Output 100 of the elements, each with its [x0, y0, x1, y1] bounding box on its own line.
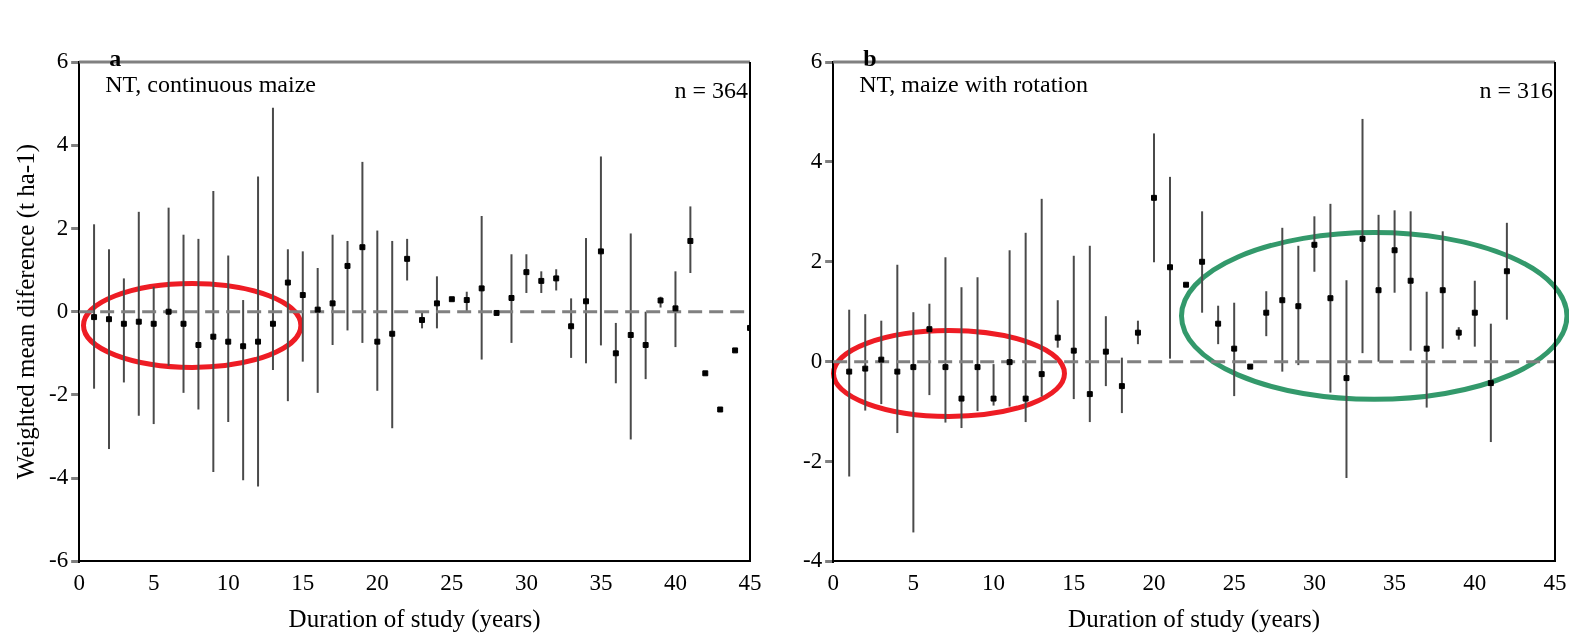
y-tick-label: -6	[48, 547, 69, 573]
point	[1423, 345, 1430, 352]
point	[508, 294, 515, 301]
point	[732, 347, 739, 354]
point	[1503, 268, 1510, 275]
point	[1439, 287, 1446, 294]
y-tick-label: 6	[810, 48, 823, 74]
annotation: n = 364	[674, 77, 748, 103]
point	[240, 343, 247, 350]
point	[448, 296, 455, 303]
point	[846, 368, 853, 375]
x-tick-label: 10	[982, 570, 1006, 596]
annotation: n = 316	[1479, 77, 1553, 103]
y-tick-label: -4	[48, 464, 69, 490]
x-tick-label: 15	[1062, 570, 1086, 596]
point	[359, 244, 366, 251]
point	[657, 297, 664, 304]
point	[642, 342, 649, 348]
x-tick-label: 0	[73, 570, 85, 596]
point	[926, 326, 933, 333]
x-tick-label: 25	[440, 570, 464, 596]
point	[878, 356, 885, 363]
chart-subtitle: NT, continuous maize	[105, 71, 316, 97]
point	[612, 350, 619, 357]
point	[419, 317, 426, 323]
x-tick-label: 5	[147, 570, 160, 596]
x-tick-label: 40	[663, 570, 687, 596]
point	[1086, 391, 1093, 398]
point	[1343, 375, 1350, 382]
point	[374, 338, 381, 345]
point	[255, 338, 262, 345]
x-tick-label: 5	[907, 570, 920, 596]
chart-title: b	[863, 45, 877, 71]
chart-title: a	[109, 45, 122, 71]
point	[299, 292, 306, 299]
point	[329, 300, 336, 307]
point	[990, 395, 997, 402]
point	[1231, 345, 1238, 352]
chart-subtitle: NT, maize with rotation	[859, 71, 1088, 97]
y-tick-label: 2	[810, 247, 823, 273]
point	[568, 323, 575, 330]
x-axis-title: Duration of study (years)	[1068, 604, 1321, 633]
y-tick-label: 4	[56, 131, 69, 157]
point	[106, 316, 112, 323]
y-tick-label: 4	[810, 147, 823, 173]
x-tick-label: 0	[827, 570, 839, 596]
x-tick-label: 15	[291, 570, 315, 596]
point	[344, 262, 351, 269]
point	[523, 269, 530, 276]
x-axis-title: Duration of study (years)	[288, 604, 541, 633]
point	[597, 248, 604, 255]
point	[478, 285, 485, 292]
point	[1455, 329, 1462, 336]
point	[493, 309, 500, 316]
point	[1311, 241, 1318, 248]
y-axis-title: Weighted mean diference (t ha-1)	[11, 144, 40, 480]
point	[269, 320, 276, 327]
y-tick-label: -4	[802, 547, 823, 573]
point	[225, 338, 232, 345]
point	[1022, 395, 1029, 402]
x-tick-label: 30	[514, 570, 538, 596]
point	[687, 237, 694, 244]
point	[627, 332, 634, 338]
point	[314, 306, 321, 313]
point	[165, 308, 172, 315]
y-tick-label: -2	[48, 380, 69, 406]
point	[1295, 303, 1302, 310]
point	[1102, 348, 1109, 355]
point	[120, 320, 127, 327]
x-tick-label: 35	[589, 570, 613, 596]
x-tick-label: 30	[1302, 570, 1326, 596]
point	[389, 330, 396, 337]
point	[1279, 297, 1286, 304]
point	[1183, 281, 1190, 288]
point	[910, 364, 917, 371]
y-tick-label: 0	[56, 297, 69, 323]
point	[1247, 363, 1254, 370]
point	[942, 364, 949, 371]
point	[284, 279, 291, 286]
point	[135, 318, 142, 325]
point	[974, 364, 981, 371]
point	[195, 342, 202, 348]
point	[150, 320, 157, 327]
point	[1006, 359, 1013, 366]
point	[553, 275, 560, 282]
point	[1391, 247, 1398, 254]
point	[1215, 320, 1222, 327]
point	[958, 395, 965, 402]
point	[1118, 383, 1125, 390]
point	[538, 277, 545, 284]
point	[1038, 371, 1045, 378]
point	[1327, 295, 1334, 302]
point	[1487, 380, 1494, 387]
x-tick-label: 10	[216, 570, 240, 596]
y-tick-label: -2	[802, 447, 823, 473]
y-tick-label: 0	[810, 347, 823, 373]
point	[862, 365, 869, 372]
point	[180, 320, 187, 327]
point	[1134, 329, 1141, 336]
point	[672, 305, 679, 312]
